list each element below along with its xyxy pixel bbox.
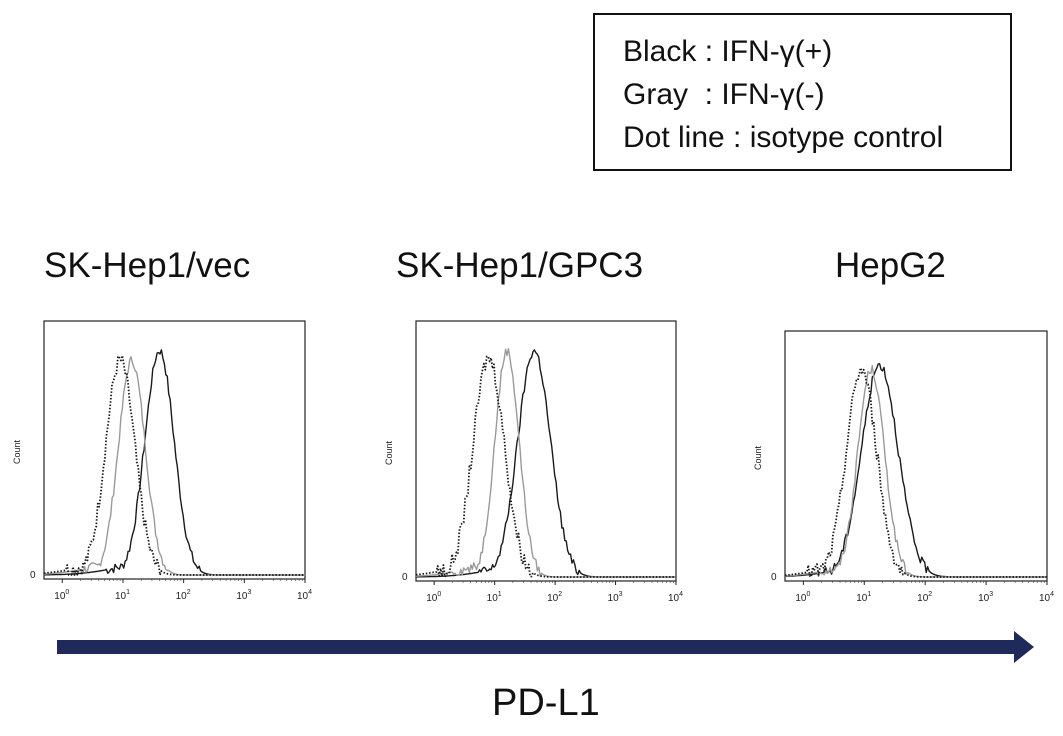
plot-frame (415, 320, 677, 582)
legend-entry-gray: Gray : IFN-γ(-) (623, 78, 825, 111)
x-tick-label: 100 (426, 591, 441, 604)
x-tick-label: 104 (668, 591, 683, 604)
legend-entry-black: Black : IFN-γ(+) (623, 35, 833, 68)
histogram-series-dotted (415, 355, 676, 578)
y-axis-label: Count (384, 440, 394, 465)
x-tick-label: 101 (115, 589, 130, 602)
y-axis-label: Count (753, 445, 763, 470)
y-tick-label: 0 (30, 570, 36, 581)
histogram-series-solid-black (44, 349, 305, 576)
y-tick-label: 0 (771, 572, 777, 583)
histogram-series-solid-gray (415, 348, 676, 578)
legend-box: Black : IFN-γ(+) Gray : IFN-γ(-) Dot lin… (593, 13, 1012, 171)
histogram-series-solid-gray (43, 356, 305, 576)
panel-title-hepg2: HepG2 (835, 246, 946, 285)
x-tick-label: 101 (487, 591, 502, 604)
x-tick-label: 102 (917, 591, 932, 604)
x-tick-label: 100 (795, 591, 810, 604)
histogram-series-dotted (784, 367, 1047, 578)
x-tick-label: 104 (297, 589, 312, 602)
histogram-panel-hepg2: Count 0 100 101 102 103 104 (753, 330, 1054, 604)
x-tick-label: 103 (978, 591, 993, 604)
y-axis-label: Count (12, 439, 22, 464)
x-tick-label: 103 (236, 589, 251, 602)
plot-frame (43, 320, 306, 580)
panel-title-sk-hep1-gpc3: SK-Hep1/GPC3 (396, 246, 644, 285)
x-tick-label: 101 (856, 591, 871, 604)
x-tick-label: 100 (54, 589, 69, 602)
legend-entry-dotted: Dot line : isotype control (623, 121, 944, 154)
histogram-series-solid-black (784, 363, 1047, 578)
arrow-shaft (57, 640, 1017, 654)
histogram-panel-sk-hep1-gpc3: Count 0 100 101 102 103 104 (384, 320, 683, 604)
y-tick-label: 0 (402, 572, 408, 583)
plot-frame (784, 330, 1048, 582)
x-tick-label: 103 (608, 591, 623, 604)
x-axis-title: PD-L1 (492, 682, 600, 724)
x-tick-label: 104 (1039, 591, 1054, 604)
histogram-series-solid-black (416, 349, 676, 578)
panel-title-sk-hep1-vec: SK-Hep1/vec (44, 246, 251, 285)
histogram-series-dotted (43, 354, 305, 576)
arrow-head (1014, 631, 1034, 663)
histogram-panel-sk-hep1-vec: Count 0 100 101 102 103 104 (12, 320, 312, 602)
x-tick-label: 102 (547, 591, 562, 604)
x-tick-label: 102 (176, 589, 191, 602)
